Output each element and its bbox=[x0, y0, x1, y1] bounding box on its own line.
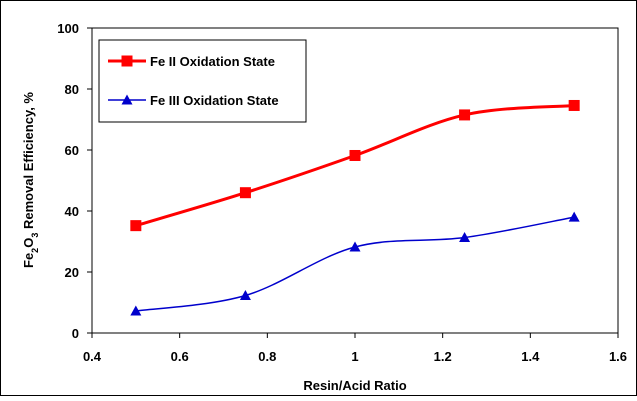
y-axis-title: Fe2O3 Removal Efficiency, % bbox=[21, 92, 40, 268]
x-tick-label: 1.2 bbox=[434, 349, 452, 364]
data-point-series-1 bbox=[349, 149, 361, 161]
data-point-series-2 bbox=[568, 211, 580, 222]
x-tick-label: 0.4 bbox=[83, 349, 102, 364]
data-point-series-1 bbox=[130, 220, 142, 232]
x-tick-label: 1.6 bbox=[609, 349, 627, 364]
data-point-series-1 bbox=[239, 187, 251, 199]
y-tick-label: 80 bbox=[65, 82, 79, 97]
data-point-series-1 bbox=[459, 109, 471, 121]
data-point-series-2 bbox=[459, 232, 471, 243]
y-tick-label: 40 bbox=[65, 204, 79, 219]
data-point-series-2 bbox=[130, 305, 142, 316]
legend-marker bbox=[121, 55, 133, 67]
series-group bbox=[130, 99, 580, 316]
legend-marker bbox=[121, 94, 133, 105]
data-point-series-2 bbox=[349, 241, 361, 252]
data-point-series-2 bbox=[239, 289, 251, 300]
y-tick-label: 100 bbox=[57, 21, 79, 36]
x-tick-label: 0.8 bbox=[258, 349, 276, 364]
legend-label: Fe III Oxidation State bbox=[150, 93, 279, 108]
y-tick-label: 0 bbox=[72, 326, 79, 341]
legend-box bbox=[98, 39, 307, 123]
legend: Fe II Oxidation State Fe III Oxidation St… bbox=[108, 54, 279, 108]
data-point-series-1 bbox=[568, 99, 580, 111]
y-tick-label: 20 bbox=[65, 265, 79, 280]
legend-label: Fe II Oxidation State bbox=[150, 54, 275, 69]
x-axis-title: Resin/Acid Ratio bbox=[303, 378, 406, 393]
y-tick-label: 60 bbox=[65, 143, 79, 158]
x-tick-label: 1 bbox=[351, 349, 358, 364]
x-tick-label: 1.4 bbox=[521, 349, 540, 364]
x-tick-label: 0.6 bbox=[171, 349, 189, 364]
axis-ticks: 0.4 0.6 0.8 1 1.2 1.4 1.6 0 20 40 60 80 100 bbox=[57, 21, 627, 364]
